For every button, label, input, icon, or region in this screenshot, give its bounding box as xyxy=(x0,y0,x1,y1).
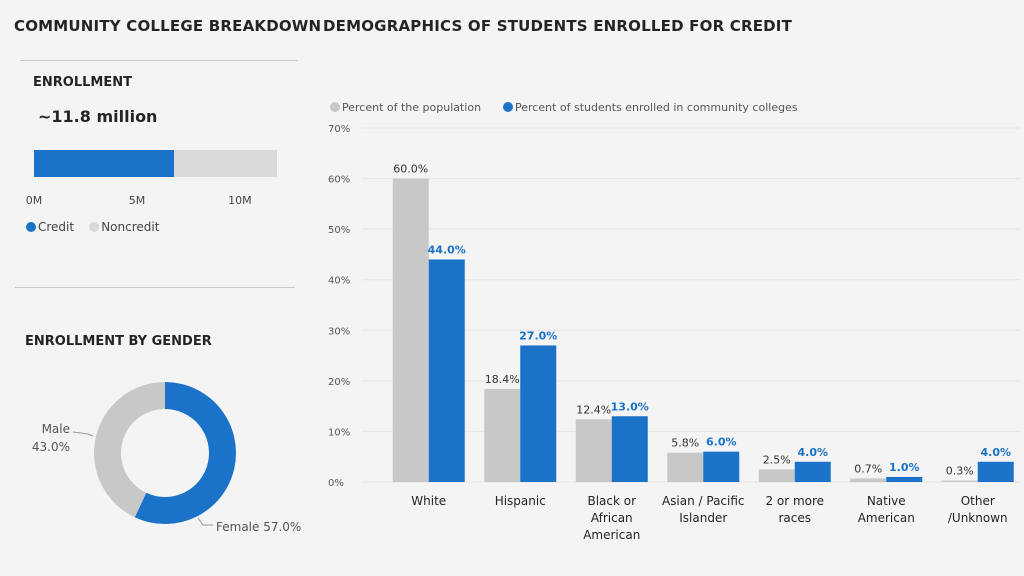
divider xyxy=(15,287,295,288)
gender-donut-chart: Female 57.0% Male 43.0% xyxy=(32,382,301,534)
bar xyxy=(520,345,557,482)
divider xyxy=(20,60,298,61)
data-label: 4.0% xyxy=(797,446,828,459)
y-tick-label: 0% xyxy=(328,478,344,489)
bar xyxy=(428,259,465,482)
bar xyxy=(886,476,923,482)
y-tick-label: 40% xyxy=(328,276,350,287)
legend-marker xyxy=(89,222,100,232)
bar-credit xyxy=(34,150,175,177)
bar xyxy=(484,388,521,482)
male-value: 43.0% xyxy=(32,440,70,454)
y-tick-label: 10% xyxy=(328,427,350,438)
data-label: 0.3% xyxy=(946,464,974,477)
data-label: 18.4% xyxy=(485,373,520,386)
data-label: 0.7% xyxy=(854,462,882,475)
x-category-label: Islander xyxy=(679,511,727,525)
data-label: 60.0% xyxy=(393,163,428,176)
left-panel-title: COMMUNITY COLLEGE BREAKDOWN xyxy=(14,17,322,35)
y-tick-label: 30% xyxy=(328,326,350,337)
leader-line xyxy=(72,431,94,437)
gender-title: ENROLLMENT BY GENDER xyxy=(25,334,212,349)
x-category-label: Asian / Pacific xyxy=(662,494,745,508)
legend-label: Noncredit xyxy=(101,220,160,234)
legend-label: Percent of the population xyxy=(342,101,481,114)
legend-marker xyxy=(503,102,513,112)
bar xyxy=(575,419,612,482)
data-label: 6.0% xyxy=(706,436,737,449)
x-category-label: 2 or more xyxy=(765,494,824,508)
bar-noncredit xyxy=(174,150,277,177)
y-tick-label: 70% xyxy=(328,124,350,135)
y-tick-label: 60% xyxy=(328,175,350,186)
bar xyxy=(703,451,740,482)
bar xyxy=(941,480,978,482)
bar xyxy=(977,461,1014,482)
bar xyxy=(850,478,887,482)
x-category-label: American xyxy=(583,528,640,542)
right-panel-title: DEMOGRAPHICS OF STUDENTS ENROLLED FOR CR… xyxy=(323,17,793,35)
x-category-label: American xyxy=(858,511,915,525)
female-label: Female 57.0% xyxy=(216,520,301,534)
x-category-label: Hispanic xyxy=(495,494,546,508)
x-category-label: /Unknown xyxy=(948,511,1008,525)
x-category-label: White xyxy=(411,494,446,508)
bar xyxy=(758,469,795,482)
x-tick-label: 0M xyxy=(26,194,43,207)
x-category-label: races xyxy=(778,511,811,525)
bar xyxy=(392,178,429,483)
x-tick-label: 5M xyxy=(129,194,146,207)
bar xyxy=(667,452,704,482)
y-tick-label: 20% xyxy=(328,377,350,388)
data-label: 1.0% xyxy=(889,461,920,474)
enrollment-title: ENROLLMENT xyxy=(33,75,132,90)
y-tick-label: 50% xyxy=(328,225,350,236)
data-label: 2.5% xyxy=(763,453,791,466)
legend-marker xyxy=(330,102,340,112)
bar xyxy=(611,416,648,482)
legend-label: Credit xyxy=(38,220,74,234)
male-label: Male xyxy=(42,422,70,436)
demographics-bar-chart: Percent of the population Percent of stud… xyxy=(328,101,1020,542)
enrollment-total: ~11.8 million xyxy=(38,107,158,126)
legend-label: Percent of students enrolled in communit… xyxy=(515,101,798,114)
bar xyxy=(794,461,831,482)
x-tick-label: 10M xyxy=(228,194,252,207)
x-category-label: Other xyxy=(961,494,995,508)
donut-slice-female xyxy=(134,382,236,524)
data-label: 12.4% xyxy=(576,403,611,416)
x-category-label: Native xyxy=(867,494,906,508)
enrollment-bar-chart: 0M 5M 10M Credit Noncredit xyxy=(26,150,277,234)
donut-slice-male xyxy=(93,382,165,518)
data-label: 5.8% xyxy=(671,437,699,450)
data-label: 4.0% xyxy=(980,446,1011,459)
legend-marker xyxy=(26,222,36,232)
leader-line xyxy=(197,517,213,526)
x-category-label: African xyxy=(591,511,633,525)
x-category-label: Black or xyxy=(587,494,636,508)
data-label: 44.0% xyxy=(428,243,466,256)
data-label: 27.0% xyxy=(519,329,557,342)
data-label: 13.0% xyxy=(611,400,649,413)
